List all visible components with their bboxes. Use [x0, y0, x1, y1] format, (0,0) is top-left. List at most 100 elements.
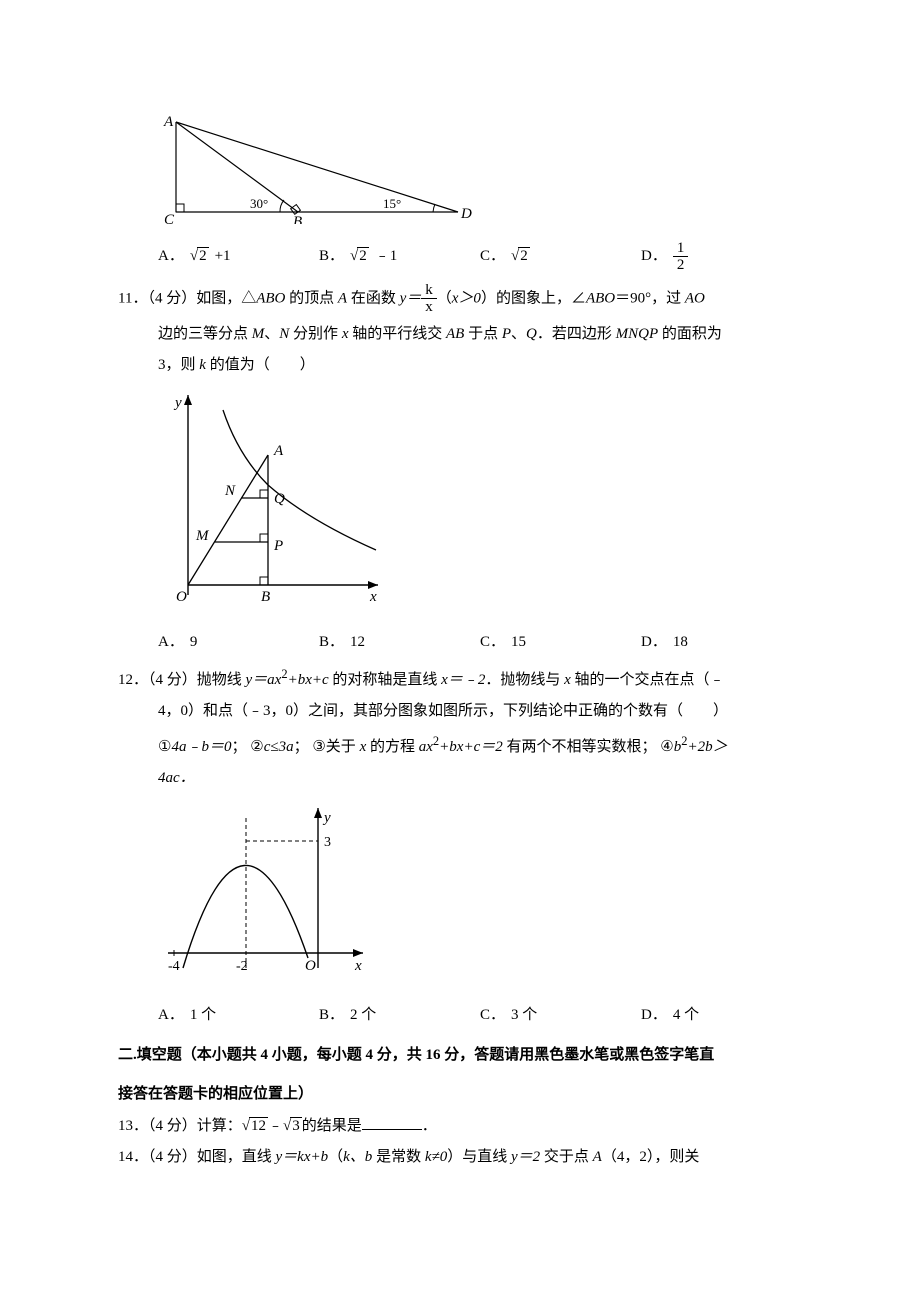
var: k、b: [343, 1149, 372, 1165]
var: A: [338, 290, 347, 306]
text: 12．（4 分）抛物线: [118, 672, 246, 688]
var: +bx+c: [288, 672, 329, 688]
q10-choice-B: B． √2﹣1: [319, 240, 480, 274]
var: N: [279, 326, 289, 342]
choice-val: 1 个: [190, 1003, 216, 1029]
var: M: [252, 326, 265, 342]
choice-label: B．: [319, 244, 344, 270]
choice-label: B．: [319, 630, 344, 656]
var: 4a﹣b＝0: [171, 739, 231, 755]
sqrt-icon: √2: [190, 244, 209, 270]
choice-label: C．: [480, 1003, 505, 1029]
answer-blank[interactable]: [362, 1114, 422, 1130]
text: （: [437, 290, 452, 306]
choice-val: 15: [511, 630, 526, 656]
label-n2: -2: [236, 959, 248, 974]
angle-15: 15°: [383, 196, 401, 211]
var: k≠0: [425, 1149, 447, 1165]
var: 4ac．: [158, 770, 195, 786]
var: y＝2: [511, 1149, 540, 1165]
frac-den: x: [421, 299, 437, 316]
section-2-title-line1: 二.填空题（本小题共 4 小题，每小题 4 分，共 16 分，答题请用黑色墨水笔…: [118, 1043, 802, 1069]
label-x: x: [369, 589, 377, 605]
var: x＞0: [452, 290, 481, 306]
q12-choice-D: D．4 个: [641, 1003, 802, 1029]
choice-val: 4 个: [673, 1003, 699, 1029]
q11-choices: A．9 B．12 C．15 D．18: [158, 630, 802, 656]
text: （: [328, 1149, 343, 1165]
q10-choice-A: A． √2+1: [158, 240, 319, 274]
choice-val: 18: [673, 630, 688, 656]
sqrt-val: 2: [357, 247, 369, 264]
var: +bx+c＝2: [439, 739, 503, 755]
text: ）的图象上，∠: [481, 290, 586, 306]
choice-label: B．: [319, 1003, 344, 1029]
sqrt-val: 12: [249, 1117, 268, 1134]
text: 的值为（ ）: [206, 357, 315, 373]
text: ．若四边形: [537, 326, 616, 342]
var: c≤3a: [264, 739, 294, 755]
q14: 14．（4 分）如图，直线 y＝kx+b（k、b 是常数 k≠0）与直线 y＝2…: [118, 1145, 802, 1171]
var: ABO: [256, 290, 285, 306]
var: ABO: [586, 290, 615, 306]
section-2-title-line2: 接答在答题卡的相应位置上）: [118, 1082, 802, 1108]
text: 的对称轴是直线: [329, 672, 442, 688]
q10-choice-C: C． √2: [480, 240, 641, 274]
text: 有两个不相等实数根；: [503, 739, 657, 755]
text: ＝90°，过: [615, 290, 685, 306]
q11-figure: y x A N Q M P O B: [158, 385, 802, 625]
q12-choices: A．1 个 B．2 个 C．3 个 D．4 个: [158, 1003, 802, 1029]
var: A: [593, 1149, 602, 1165]
choice-val: 2 个: [350, 1003, 376, 1029]
text: ）与直线: [447, 1149, 511, 1165]
sqrt-icon: √12: [242, 1114, 268, 1140]
choice-label: A．: [158, 630, 184, 656]
choice-tail: ﹣1: [375, 244, 398, 270]
choice-tail: +1: [215, 244, 231, 270]
label-N: N: [224, 483, 236, 499]
text: 的顶点: [285, 290, 338, 306]
var: AO: [685, 290, 705, 306]
q11-line1: 11．（4 分）如图，△ABO 的顶点 A 在函数 y＝kx（x＞0）的图象上，…: [118, 282, 802, 316]
label-O: O: [176, 589, 187, 605]
var: ax: [419, 739, 433, 755]
q12-line1: 12．（4 分）抛物线 y＝ax2+bx+c 的对称轴是直线 x＝﹣2．抛物线与…: [118, 664, 802, 694]
q11-choice-B: B．12: [319, 630, 480, 656]
label-C: C: [164, 212, 175, 224]
q12-line2: 4，0）和点（﹣3，0）之间，其部分图象如图所示，下列结论中正确的个数有（ ）: [158, 699, 802, 725]
text: （4，2），则关: [602, 1149, 700, 1165]
text: 11．（4 分）如图，△: [118, 290, 256, 306]
label-A: A: [163, 114, 174, 130]
q10-choice-D: D． 12: [641, 240, 802, 274]
q12-choice-A: A．1 个: [158, 1003, 319, 1029]
var: y＝kx+b: [276, 1149, 329, 1165]
text: 、: [264, 326, 279, 342]
q12-line4: 4ac．: [158, 766, 802, 792]
text: 轴的平行线交: [348, 326, 446, 342]
text: 分别作: [289, 326, 342, 342]
circled-4: ④: [660, 735, 673, 761]
var: AB: [446, 326, 464, 342]
sqrt-icon: √3: [283, 1114, 302, 1140]
text: 边的三等分点: [158, 326, 252, 342]
var: x＝﹣2: [441, 672, 485, 688]
label-y: y: [322, 810, 331, 826]
label-x: x: [354, 958, 362, 974]
q12-choice-B: B．2 个: [319, 1003, 480, 1029]
label-3: 3: [324, 835, 331, 850]
sqrt-icon: √2: [511, 244, 530, 270]
q12-line3: ①4a﹣b＝0； ②c≤3a； ③关于 x 的方程 ax2+bx+c＝2 有两个…: [158, 731, 802, 761]
choice-label: D．: [641, 244, 667, 270]
text: ．抛物线与: [485, 672, 564, 688]
text: 于点: [464, 326, 502, 342]
text: 的结果是: [302, 1118, 362, 1134]
var: y＝: [400, 290, 422, 306]
text: 的面积为: [658, 326, 722, 342]
q11-choice-C: C．15: [480, 630, 641, 656]
text: 、: [511, 326, 526, 342]
choice-val: 12: [350, 630, 365, 656]
angle-30: 30°: [250, 196, 268, 211]
q13: 13．（4 分）计算：√12﹣√3的结果是．: [118, 1114, 802, 1140]
text: 3，则: [158, 357, 199, 373]
var: Q: [526, 326, 537, 342]
